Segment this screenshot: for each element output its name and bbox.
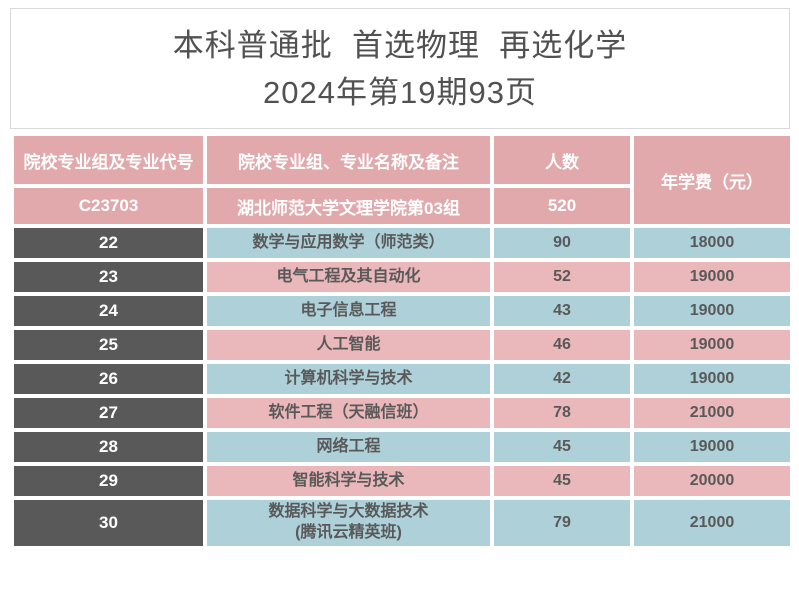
major-name: 电子信息工程 xyxy=(203,292,494,330)
student-count: 46 xyxy=(490,326,634,364)
major-name: 计算机科学与技术 xyxy=(203,360,494,398)
major-name-line2: (腾讯云精英班) xyxy=(295,524,402,541)
major-name: 智能科学与技术 xyxy=(203,462,494,500)
tuition-fee: 19000 xyxy=(630,292,794,330)
header-code-col: 院校专业组及专业代号 xyxy=(10,132,207,188)
group-row: C23703 湖北师范大学文理学院第03组 520 xyxy=(10,184,792,228)
tuition-fee: 19000 xyxy=(630,428,794,466)
student-count: 52 xyxy=(490,258,634,296)
header-count-col: 人数 xyxy=(490,132,634,188)
major-name: 电气工程及其自动化 xyxy=(203,258,494,296)
group-count: 520 xyxy=(490,184,634,228)
group-code: C23703 xyxy=(10,184,207,228)
page-title-line2: 2024年第19期93页 xyxy=(263,74,537,110)
table-row: 30 数据科学与大数据技术 (腾讯云精英班) 79 21000 xyxy=(10,496,794,550)
student-count: 79 xyxy=(490,496,634,550)
major-name: 人工智能 xyxy=(203,326,494,364)
header-name-col: 院校专业组、专业名称及备注 xyxy=(203,132,494,188)
table-row: 29 智能科学与技术 45 20000 xyxy=(10,462,794,500)
table-row: 28 网络工程 45 19000 xyxy=(10,428,794,466)
major-code: 22 xyxy=(10,224,207,262)
page: 本科普通批 首选物理 再选化学 2024年第19期93页 院校专业组及专业代号 … xyxy=(10,8,794,550)
group-name: 湖北师范大学文理学院第03组 xyxy=(203,184,494,228)
header-fee-col: 年学费（元） xyxy=(630,132,794,228)
student-count: 45 xyxy=(490,462,634,500)
tuition-fee: 19000 xyxy=(630,360,794,398)
header-row: 院校专业组及专业代号 院校专业组、专业名称及备注 人数 年学费（元） xyxy=(10,132,794,228)
table-row: 22 数学与应用数学（师范类） 90 18000 xyxy=(10,224,794,262)
admissions-table: 院校专业组及专业代号 院校专业组、专业名称及备注 人数 年学费（元） C2370… xyxy=(10,132,794,550)
major-name: 数学与应用数学（师范类） xyxy=(203,224,494,262)
tuition-fee: 19000 xyxy=(630,326,794,364)
tuition-fee: 21000 xyxy=(630,394,794,432)
table-row: 24 电子信息工程 43 19000 xyxy=(10,292,794,330)
major-code: 23 xyxy=(10,258,207,296)
major-code: 29 xyxy=(10,462,207,500)
title-box: 本科普通批 首选物理 再选化学 2024年第19期93页 xyxy=(10,8,790,129)
page-title-line1: 本科普通批 首选物理 再选化学 xyxy=(172,27,628,63)
tuition-fee: 18000 xyxy=(630,224,794,262)
major-name: 网络工程 xyxy=(203,428,494,466)
student-count: 45 xyxy=(490,428,634,466)
tuition-fee: 21000 xyxy=(630,496,794,550)
major-code: 25 xyxy=(10,326,207,364)
table-row: 27 软件工程（天融信班） 78 21000 xyxy=(10,394,794,432)
major-code: 28 xyxy=(10,428,207,466)
table-row: 23 电气工程及其自动化 52 19000 xyxy=(10,258,794,296)
major-code: 26 xyxy=(10,360,207,398)
student-count: 78 xyxy=(490,394,634,432)
student-count: 43 xyxy=(490,292,634,330)
major-code: 30 xyxy=(10,496,207,550)
major-name: 软件工程（天融信班） xyxy=(203,394,494,432)
major-code: 27 xyxy=(10,394,207,432)
table-row: 25 人工智能 46 19000 xyxy=(10,326,794,364)
tuition-fee: 19000 xyxy=(630,258,794,296)
table-row: 26 计算机科学与技术 42 19000 xyxy=(10,360,794,398)
student-count: 42 xyxy=(490,360,634,398)
student-count: 90 xyxy=(490,224,634,262)
tuition-fee: 20000 xyxy=(630,462,794,500)
major-code: 24 xyxy=(10,292,207,330)
major-name: 数据科学与大数据技术 (腾讯云精英班) xyxy=(203,496,494,550)
